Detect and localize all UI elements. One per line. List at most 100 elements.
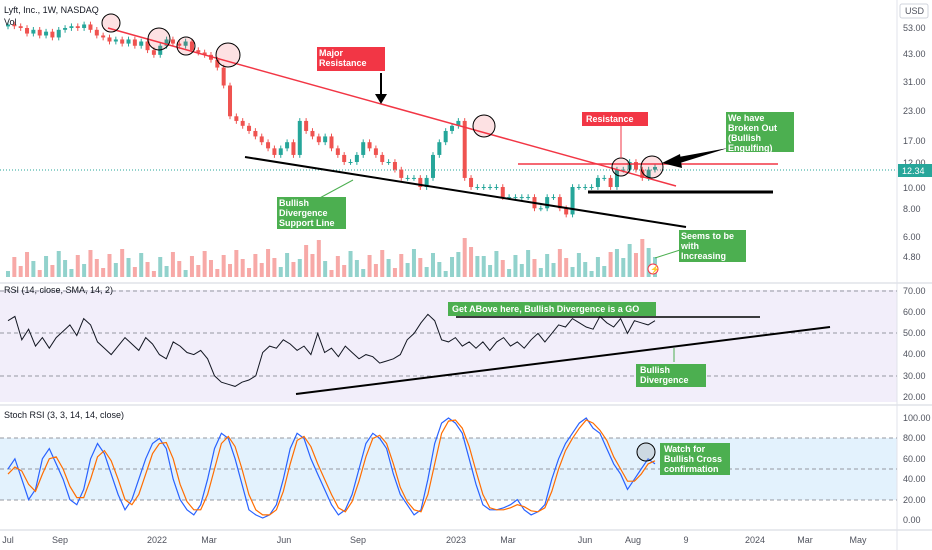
volume-bar <box>507 269 512 277</box>
candle-body <box>494 187 499 189</box>
price-tick: 53.00 <box>903 23 926 33</box>
price-tick: 10.00 <box>903 183 926 193</box>
time-axis[interactable]: Jul Sep 2022 Mar Jun Sep 2023 Mar Jun Aug 9 2024 Mar… <box>2 535 867 545</box>
lightning-icon[interactable] <box>647 263 659 275</box>
volume-bar <box>272 258 277 277</box>
candle-body <box>513 197 518 199</box>
currency-button[interactable] <box>899 3 929 19</box>
candle-body <box>285 142 290 149</box>
volume-bar <box>545 254 550 277</box>
candle-body <box>335 148 340 155</box>
volume-bar <box>240 259 245 277</box>
price-scale[interactable]: 53.00 43.00 31.00 23.00 17.00 12.00 10.00 8.00 6… <box>903 23 926 262</box>
support-trendline[interactable] <box>244 156 687 228</box>
candle-body <box>82 24 87 28</box>
volume-bar <box>63 260 68 277</box>
candle-body <box>361 142 366 155</box>
rsi-divergence-label: Bullish Divergence <box>640 365 689 385</box>
major-resistance-label-bg <box>317 47 385 71</box>
volume-bar <box>75 255 80 277</box>
price-tick: 23.00 <box>903 106 926 116</box>
time-tick: 2024 <box>745 535 765 545</box>
volume-bar <box>126 258 131 277</box>
time-tick: Jul <box>2 535 14 545</box>
volume-bar <box>107 254 112 277</box>
currency-label: USD <box>905 6 925 16</box>
rsi-divergence-line[interactable] <box>295 326 831 395</box>
volume-bar <box>234 250 239 277</box>
candle-body <box>297 120 302 155</box>
candle-body <box>253 130 258 137</box>
volume-bar <box>208 260 213 277</box>
volume-bar <box>310 254 315 277</box>
volume-bar <box>640 239 645 277</box>
volume-bar <box>31 261 36 277</box>
volume-label-bg <box>679 230 746 262</box>
resistance-label-bg <box>582 112 648 126</box>
volume-bar <box>170 252 175 277</box>
candle-body <box>25 28 30 34</box>
volume-bar <box>411 249 416 277</box>
volume-bar <box>215 269 220 277</box>
stoch-title[interactable]: Stoch RSI (3, 3, 14, 14, close) <box>4 410 124 420</box>
candle-body <box>304 120 309 131</box>
candle-body <box>37 29 42 36</box>
volume-bar <box>6 271 10 277</box>
price-tick: 17.00 <box>903 136 926 146</box>
chart-title[interactable]: Lyft, Inc., 1W, NASDAQ <box>4 5 99 15</box>
volume-bar <box>538 268 543 277</box>
volume-bar <box>139 253 144 277</box>
candle-body <box>278 148 283 155</box>
candle-body <box>75 26 80 28</box>
time-tick: Sep <box>52 535 68 545</box>
stoch-tick: 80.00 <box>903 433 926 443</box>
rsi-title[interactable]: RSI (14, close, SMA, 14, 2) <box>4 285 113 295</box>
candle-body <box>63 28 68 30</box>
candle-body <box>88 24 93 30</box>
major-resistance-trendline[interactable] <box>107 27 677 187</box>
time-tick: Sep <box>350 535 366 545</box>
candle-body <box>316 136 321 143</box>
candle-body <box>44 31 49 36</box>
volume-bar <box>221 255 226 277</box>
volume-bar <box>602 266 607 277</box>
candle-body <box>221 67 226 86</box>
candle-body <box>354 154 359 162</box>
volume-bar <box>380 250 385 277</box>
rsi-tick: 20.00 <box>903 392 926 402</box>
resistance-label: Resistance <box>586 114 634 124</box>
stoch-watch-label-bg <box>660 443 730 475</box>
volume-pointer <box>654 249 681 259</box>
rsi-tick: 70.00 <box>903 286 926 296</box>
volume-bar <box>488 265 493 277</box>
volume-bar <box>595 257 600 277</box>
time-tick: Mar <box>500 535 516 545</box>
candle-body <box>183 41 188 46</box>
volume-bar <box>228 264 233 277</box>
rsi-goal-label: Get ABove here, Bullish Divergence is a … <box>452 304 639 314</box>
volume-bar <box>88 250 93 277</box>
volume-bar <box>424 267 429 277</box>
candle-body <box>367 142 372 149</box>
volume-bar <box>120 249 125 277</box>
candle-body <box>507 197 512 199</box>
stoch-d-series <box>7 419 656 516</box>
candle-body <box>170 39 175 44</box>
time-tick: Aug <box>625 535 641 545</box>
price-tick: 12.00 <box>903 158 926 168</box>
time-tick: 2022 <box>147 535 167 545</box>
volume-bar <box>18 266 23 277</box>
volume-bar <box>323 261 328 277</box>
candle-body <box>189 41 194 51</box>
candle-body <box>310 130 315 137</box>
touch-circle <box>147 27 171 51</box>
volume-bar <box>614 249 619 277</box>
rsi-tick: 50.00 <box>903 328 926 338</box>
rsi-scale[interactable]: 70.00 60.00 50.00 40.00 30.00 20.00 <box>903 286 926 402</box>
volume-bar <box>500 260 505 277</box>
stoch-scale[interactable]: 100.00 80.00 60.00 40.00 20.00 0.00 <box>903 413 931 525</box>
candle-body <box>120 39 125 44</box>
rsi-divergence-text: Bullish Divergence <box>640 365 689 385</box>
volume-bar <box>589 271 594 277</box>
candle-body <box>272 148 277 155</box>
